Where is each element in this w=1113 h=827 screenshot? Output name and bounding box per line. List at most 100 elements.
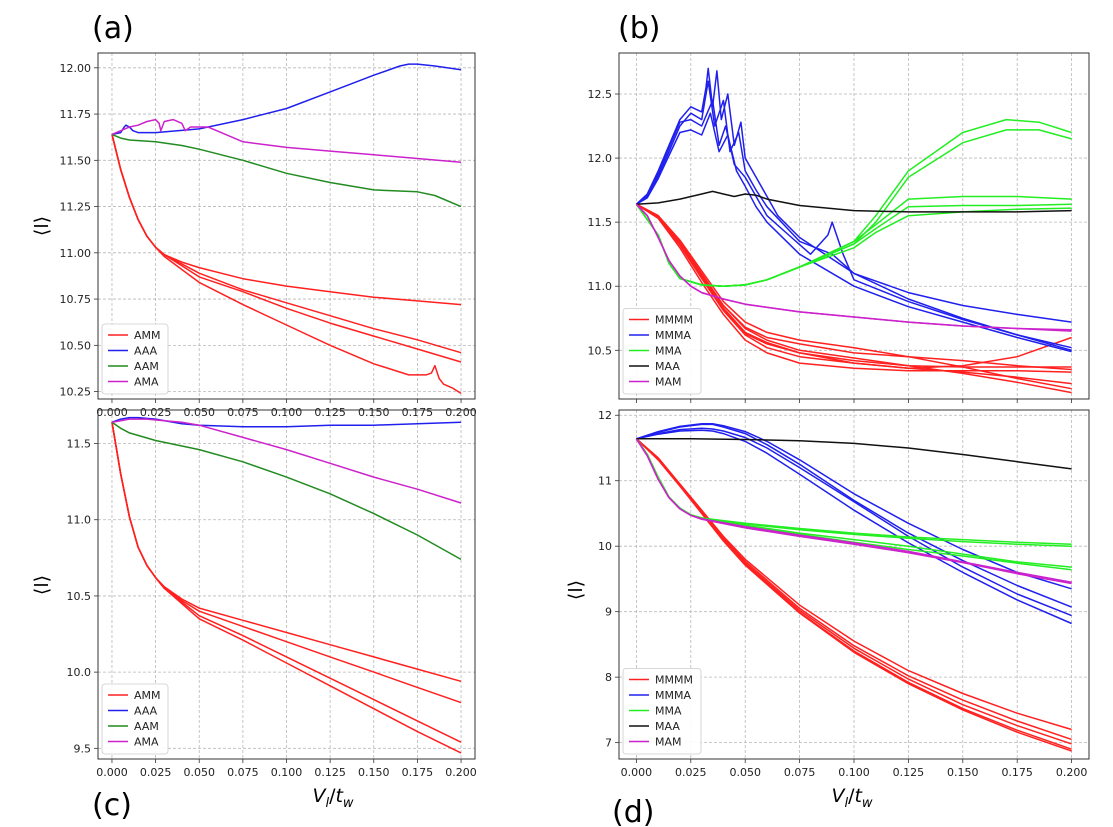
series-line-mam (635, 438, 1072, 585)
legend-label: MMMA (655, 689, 691, 702)
y-tick-label: 10.50 (60, 339, 92, 352)
series-line-maa (636, 190, 1072, 213)
x-tick-label: 0.025 (140, 766, 172, 779)
chart-panel-3: 0.000 0.025 0.050 0.075 0.100 0.125 0.150 0.175… (598, 409, 1090, 779)
panel-label: (a) (92, 11, 134, 46)
legend-label: MMA (655, 705, 682, 718)
x-tick-label: 0.000 (621, 766, 653, 779)
y-tick-label: 11.0 (588, 280, 613, 293)
legend-label: AAM (134, 360, 159, 373)
y-tick-label: 11 (598, 475, 612, 488)
y-tick-label: 10.75 (60, 293, 92, 306)
plot-frame (97, 409, 476, 760)
y-tick-label: 11.00 (60, 247, 92, 260)
panel-label: (d) (612, 795, 654, 827)
legend-label: MMMM (655, 674, 693, 687)
plot-frame (618, 409, 1090, 760)
x-tick-label: 0.125 (314, 766, 346, 779)
series-line-ama (111, 418, 462, 504)
legend-label: AMM (134, 689, 161, 702)
series-line-mmmm (635, 203, 1072, 373)
series-line-mam (635, 203, 1072, 331)
series-line-ama (111, 118, 462, 163)
x-tick-label: 0.100 (838, 766, 870, 779)
x-tick-label: 0.200 (445, 766, 477, 779)
legend (101, 683, 169, 755)
y-tick-label: 11.25 (60, 201, 92, 214)
y-tick-label: 10.0 (67, 666, 92, 679)
y-tick-label: 10.5 (588, 344, 613, 357)
series-line-mmmm (636, 203, 1072, 394)
legend-label: AAM (134, 720, 159, 733)
series-line-mmma (635, 99, 1072, 349)
x-tick-label: 0.075 (784, 766, 816, 779)
x-tick-label: 0.150 (358, 766, 390, 779)
y-tick-label: 10 (598, 540, 612, 553)
y-tick-label: 11.0 (67, 514, 92, 527)
series-line-mmma (635, 80, 1072, 352)
series-line-mmma (636, 429, 1072, 625)
series-line-aam (111, 133, 462, 208)
legend-label: AMA (134, 376, 159, 389)
x-tick-label: 0.050 (729, 766, 761, 779)
y-tick-label: 12.5 (588, 88, 613, 101)
series-line-mmma (636, 112, 1072, 353)
y-axis-label: ⟨l⟩ (31, 575, 53, 595)
legend-label: AAA (134, 705, 158, 718)
x-tick-label: 0.000 (96, 766, 128, 779)
y-tick-label: 8 (605, 671, 612, 684)
legend-label: MAM (655, 376, 682, 389)
legend-label: MAM (655, 736, 682, 749)
legend (101, 323, 169, 395)
chart-panel-0: 0.000 0.025 0.050 0.075 0.100 0.125 0.150 0.175… (60, 52, 477, 419)
x-tick-label: 0.050 (183, 766, 215, 779)
x-tick-label: 0.125 (893, 766, 925, 779)
x-tick-label: 0.175 (402, 766, 434, 779)
y-tick-label: 9.5 (74, 742, 92, 755)
y-tick-label: 10.25 (60, 386, 92, 399)
legend (622, 308, 702, 395)
y-tick-label: 11.5 (67, 438, 92, 451)
y-tick-label: 12 (598, 409, 612, 422)
plot-frame (618, 52, 1090, 400)
x-tick-label: 0.100 (271, 766, 303, 779)
y-tick-label: 12.0 (588, 152, 613, 165)
series-line-amm (111, 422, 462, 754)
series-group (111, 63, 462, 395)
series-group (635, 67, 1072, 394)
y-axis-label: ⟨l⟩ (565, 580, 587, 600)
series-line-mmma (636, 427, 1072, 617)
legend-label: MAA (655, 720, 680, 733)
legend-label: MMA (655, 345, 682, 358)
chart-panel-1: 10.5 11.0 11.5 12.0 12.5 MMMM MMMA MMA MAA MAM (588, 52, 1090, 403)
legend-label: AMM (134, 329, 161, 342)
x-axis-label: Vl/tw (831, 785, 872, 811)
y-tick-label: 11.75 (60, 108, 92, 121)
y-tick-label: 11.50 (60, 154, 92, 167)
legend-label: MMMA (655, 329, 691, 342)
legend-label: MAA (655, 360, 680, 373)
panel-label: (b) (618, 11, 660, 46)
x-tick-label: 0.150 (947, 766, 979, 779)
y-tick-label: 7 (605, 737, 612, 750)
x-tick-label: 0.175 (1001, 766, 1033, 779)
series-line-mmmm (636, 203, 1072, 390)
series-group (635, 423, 1072, 752)
chart-panel-2: 0.000 0.025 0.050 0.075 0.100 0.125 0.150 0.175… (67, 409, 477, 779)
legend (622, 668, 702, 755)
x-tick-label: 0.075 (227, 766, 259, 779)
series-line-aam (111, 421, 462, 561)
y-tick-label: 9 (605, 606, 612, 619)
series-line-aaa (111, 63, 462, 136)
legend-label: AMA (134, 736, 159, 749)
series-line-mmmm (635, 438, 1072, 752)
series-line-amm (111, 134, 462, 395)
series-group (111, 416, 462, 754)
x-tick-label: 0.200 (1056, 766, 1088, 779)
series-line-mmmm (636, 203, 1072, 369)
y-tick-label: 10.5 (67, 590, 92, 603)
panel-label: (c) (92, 788, 132, 823)
x-axis-label: Vl/tw (312, 785, 353, 811)
series-line-maa (636, 438, 1072, 470)
